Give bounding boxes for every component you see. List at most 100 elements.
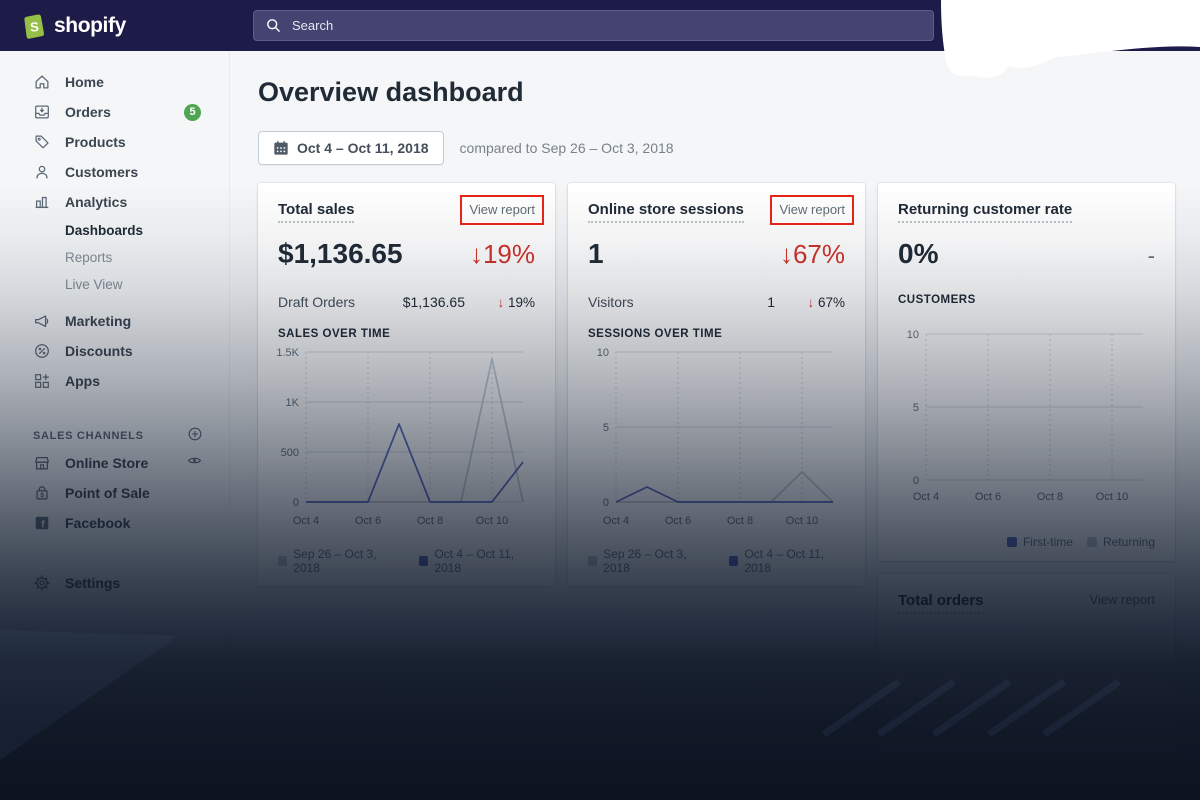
view-report-link[interactable]: View report — [779, 202, 845, 217]
chart-legend: Sep 26 – Oct 3, 2018 Oct 4 – Oct 11, 201… — [588, 547, 845, 575]
svg-text:S: S — [29, 19, 39, 35]
home-icon — [35, 75, 49, 89]
no-change-dash: - — [1147, 243, 1155, 268]
view-report-link[interactable]: View report — [469, 202, 535, 217]
shopify-bag-icon: S — [24, 14, 45, 39]
svg-text:5: 5 — [913, 402, 919, 414]
sidebar-item-live-view[interactable]: Live View — [0, 271, 229, 298]
svg-text:5: 5 — [603, 422, 609, 434]
sidebar-item-label: Apps — [65, 373, 100, 389]
date-range-label: Oct 4 – Oct 11, 2018 — [297, 140, 429, 156]
sidebar-item-point-of-sale[interactable]: $ Point of Sale — [0, 478, 229, 508]
analytics-subnav: Dashboards Reports Live View — [0, 217, 229, 298]
svg-text:1K: 1K — [286, 397, 300, 409]
page-title: Overview dashboard — [258, 77, 524, 107]
svg-text:Oct 4: Oct 4 — [293, 515, 319, 527]
sales-channels-label: SALES CHANNELS — [33, 430, 144, 442]
third-column: Returning customer rate 0% - CUSTOMERS 0… — [878, 183, 1175, 779]
sidebar-item-home[interactable]: Home — [0, 67, 229, 97]
apps-grid-icon — [35, 374, 49, 388]
sidebar-item-label: Live View — [65, 277, 123, 292]
orders-icon — [35, 105, 49, 119]
returning-customer-rate-card: Returning customer rate 0% - CUSTOMERS 0… — [878, 183, 1175, 561]
shopping-bag-icon: $ — [36, 486, 48, 500]
search-bar[interactable] — [253, 10, 934, 41]
legend-swatch-current — [729, 556, 739, 566]
shopify-logo[interactable]: S shopify — [0, 12, 230, 39]
sidebar-item-label: Discounts — [65, 343, 133, 359]
search-input[interactable] — [290, 17, 892, 34]
person-icon — [36, 165, 48, 179]
facebook-icon: f — [35, 516, 49, 531]
svg-text:Oct 4: Oct 4 — [913, 491, 939, 503]
sidebar-item-label: Settings — [65, 575, 121, 591]
annotation-highlight-box: View report — [460, 195, 544, 225]
legend-swatch-current — [419, 556, 429, 566]
sidebar-item-discounts[interactable]: Discounts — [0, 336, 229, 366]
total-sales-card: Total sales View report $1,136.65 ↓19% D… — [258, 183, 555, 586]
svg-text:0: 0 — [603, 497, 609, 509]
sales-over-time-chart: 0 500 1K 1.5K Oct 4 Oct 6 Oct 8 Oct 10 — [272, 344, 535, 535]
sidebar-item-label: Customers — [65, 164, 139, 180]
svg-text:10: 10 — [597, 347, 609, 359]
sidebar-item-analytics[interactable]: Analytics — [0, 187, 229, 217]
brand-wordmark: shopify — [54, 13, 126, 37]
view-online-store-button[interactable] — [186, 452, 203, 474]
sessions-change: ↓67% — [779, 239, 845, 269]
chart-legend: Sep 26 – Oct 3, 2018 Oct 4 – Oct 11, 201… — [278, 547, 535, 575]
view-report-link[interactable]: View report — [1089, 592, 1155, 607]
sessions-over-time-chart: 0 5 10 Oct 4 Oct 6 Oct 8 Oct 10 — [582, 344, 845, 535]
calendar-icon — [274, 141, 288, 155]
sidebar-item-dashboards[interactable]: Dashboards — [0, 217, 229, 244]
sidebar-item-customers[interactable]: Customers — [0, 157, 229, 187]
legend-swatch-first-time — [1006, 537, 1017, 547]
sales-channels-header: SALES CHANNELS — [0, 424, 229, 448]
svg-text:1.5K: 1.5K — [276, 347, 299, 359]
date-filter-row: Oct 4 – Oct 11, 2018 compared to Sep 26 … — [258, 131, 1200, 165]
returning-rate-value: 0% — [898, 238, 939, 269]
sidebar-item-orders[interactable]: Orders 5 — [0, 97, 229, 127]
sidebar-item-label: Orders — [65, 104, 111, 120]
date-range-button[interactable]: Oct 4 – Oct 11, 2018 — [258, 131, 444, 165]
svg-text:Oct 10: Oct 10 — [786, 515, 818, 527]
sessions-value: 1 — [588, 238, 604, 269]
sidebar-item-label: Point of Sale — [65, 485, 150, 501]
chart-section-label: SALES OVER TIME — [278, 328, 391, 340]
sidebar-item-marketing[interactable]: Marketing — [0, 306, 229, 336]
add-channel-button[interactable] — [187, 426, 203, 447]
svg-text:Oct 8: Oct 8 — [727, 515, 753, 527]
megaphone-icon — [35, 315, 49, 328]
down-arrow-icon: ↓ — [779, 239, 793, 269]
legend-swatch-previous — [588, 556, 598, 566]
sidebar-item-reports[interactable]: Reports — [0, 244, 229, 271]
chart-section-label: CUSTOMERS — [898, 294, 976, 306]
sidebar-item-label: Facebook — [65, 515, 131, 531]
sidebar-item-label: Products — [65, 134, 126, 150]
svg-text:Oct 10: Oct 10 — [1096, 491, 1128, 503]
sidebar-item-label: Analytics — [65, 194, 128, 210]
svg-text:500: 500 — [281, 447, 299, 459]
sidebar-item-settings[interactable]: Settings — [0, 568, 230, 598]
top-bar: S shopify — [0, 0, 1200, 51]
sidebar-item-label: Online Store — [65, 455, 149, 471]
card-title: Total orders — [898, 592, 984, 614]
svg-text:Oct 6: Oct 6 — [975, 491, 1001, 503]
card-title: Online store sessions — [588, 201, 744, 223]
metric-row-draft-orders: Draft Orders $1,136.65 ↓ 19% — [278, 294, 535, 310]
chart-legend: First-time Returning — [898, 535, 1155, 549]
legend-swatch-previous — [278, 556, 288, 566]
total-sales-value: $1,136.65 — [278, 238, 403, 269]
sidebar-item-facebook[interactable]: f Facebook — [0, 508, 229, 538]
down-arrow-icon: ↓ — [469, 239, 483, 269]
bar-chart-icon — [35, 196, 49, 209]
card-title: Returning customer rate — [898, 201, 1073, 223]
tag-icon — [35, 135, 49, 149]
svg-text:Oct 6: Oct 6 — [665, 515, 691, 527]
main-content: Overview dashboard Oct 4 – Oct 11, 2018 … — [230, 51, 1200, 800]
sidebar-item-apps[interactable]: Apps — [0, 366, 229, 396]
sidebar-item-products[interactable]: Products — [0, 127, 229, 157]
orders-count-badge: 5 — [184, 103, 201, 121]
sidebar-item-online-store[interactable]: Online Store — [0, 448, 229, 478]
svg-text:Oct 8: Oct 8 — [1037, 491, 1063, 503]
sessions-card: Online store sessions View report 1 ↓67%… — [568, 183, 865, 586]
